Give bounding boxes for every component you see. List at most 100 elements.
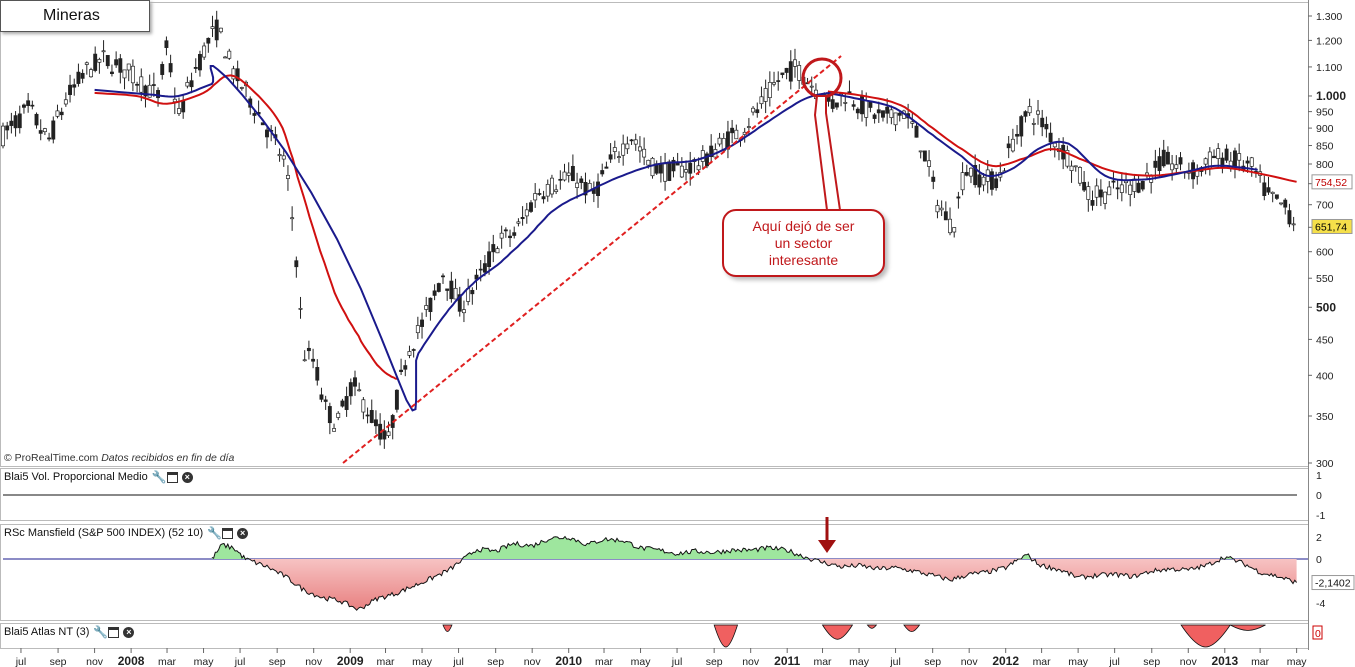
candle-body (612, 147, 617, 152)
candle-body (763, 88, 768, 102)
candle-body (436, 283, 441, 292)
y-tick-label: 700 (1316, 200, 1334, 212)
y-tick-label: 400 (1316, 370, 1334, 382)
candle-body (202, 45, 207, 58)
y-tick-label: 0 (1316, 554, 1322, 566)
candle-body (160, 64, 165, 75)
wrench-icon[interactable]: 🔧 (207, 525, 223, 540)
candle-body (650, 157, 655, 177)
candle-body (411, 349, 416, 351)
candle-body (47, 137, 52, 140)
credit-note: Datos recibidos en fin de día (101, 452, 235, 464)
candle-body (1157, 156, 1162, 172)
candle-body (1027, 106, 1032, 114)
wrench-icon[interactable]: 🔧 (151, 469, 167, 484)
x-tick-label: mar (1251, 656, 1270, 667)
candle-body (453, 287, 458, 300)
close-icon[interactable]: × (181, 471, 193, 483)
x-tick-label: nov (742, 656, 760, 667)
candle-body (93, 53, 98, 71)
x-tick-label: may (631, 656, 652, 667)
atlas-panel-frame (0, 623, 1309, 649)
atlas-dip (1229, 624, 1266, 631)
candle-body (482, 263, 487, 273)
candle-body (277, 154, 282, 157)
wrench-icon[interactable]: 🔧 (93, 624, 109, 639)
candle-body (709, 145, 714, 158)
x-tick-label: nov (961, 656, 979, 667)
candle-body (139, 76, 144, 93)
candle-body (830, 99, 835, 109)
candle-body (26, 100, 31, 106)
candle-body (981, 176, 986, 186)
x-tick-label: may (849, 656, 870, 667)
candle-body (365, 414, 370, 417)
candle-body (1115, 187, 1120, 190)
candle-body (294, 260, 299, 268)
candle-body (172, 98, 177, 103)
x-tick-label: 2009 (337, 654, 364, 667)
candle-body (1224, 148, 1229, 161)
candle-body (156, 90, 160, 99)
candle-body (1266, 187, 1271, 193)
candle-body (948, 218, 952, 234)
x-tick-label: sep (1143, 656, 1160, 667)
candle-body (705, 153, 709, 167)
x-tick-label: jul (234, 656, 246, 667)
candle-body (55, 110, 60, 117)
candle-body (206, 37, 211, 44)
candle-body (868, 101, 873, 108)
candle-body (700, 150, 705, 162)
candle-body (332, 428, 336, 432)
x-tick-label: mar (1033, 656, 1052, 667)
candle-body (441, 275, 445, 278)
moving-average-blue (827, 91, 1258, 182)
candle-body (1065, 150, 1070, 167)
close-icon[interactable]: × (123, 626, 135, 638)
candle-body (1010, 138, 1015, 152)
candle-body (973, 164, 978, 186)
window-icon[interactable] (166, 471, 178, 483)
candle-body (1274, 194, 1279, 199)
candle-body (168, 63, 173, 73)
annotation-line: Aquí dejó de ser (752, 218, 855, 234)
candle-body (1052, 142, 1057, 148)
candle-body (1203, 158, 1208, 165)
candle-body (642, 148, 647, 158)
candle-body (1245, 160, 1250, 164)
candle-body (1086, 186, 1091, 200)
x-tick-label: jul (671, 656, 683, 667)
candle-body (386, 431, 391, 436)
x-tick-label: jul (15, 656, 27, 667)
atlas-dip (821, 624, 854, 640)
candle-body (457, 294, 462, 312)
candle-body (143, 85, 148, 97)
candle-body (1107, 186, 1112, 196)
candle-body (969, 167, 973, 177)
candle-body (80, 72, 85, 79)
candle-body (109, 71, 114, 74)
candle-body (177, 108, 181, 114)
candle-body (994, 178, 999, 189)
candle-body (625, 143, 630, 150)
candle-body (311, 358, 316, 362)
y-tick-label: 550 (1316, 273, 1334, 285)
candle-body (881, 110, 885, 118)
candle-body (290, 217, 295, 220)
candle-body (512, 232, 517, 236)
candle-body (130, 65, 135, 84)
y-tick-label: 1 (1316, 470, 1322, 482)
candle-body (910, 121, 915, 124)
x-tick-label: mar (376, 656, 395, 667)
candle-body (1, 125, 5, 147)
window-icon[interactable] (222, 527, 234, 539)
window-icon[interactable] (108, 626, 120, 638)
candle-body (1082, 181, 1087, 191)
candle-body (89, 69, 93, 78)
mansfield-negative-area (211, 559, 1297, 611)
candle-body (533, 193, 538, 201)
candle-body (189, 80, 194, 88)
candle-body (1249, 157, 1254, 167)
y-tick-label: -4 (1316, 598, 1325, 610)
close-icon[interactable]: × (237, 527, 249, 539)
